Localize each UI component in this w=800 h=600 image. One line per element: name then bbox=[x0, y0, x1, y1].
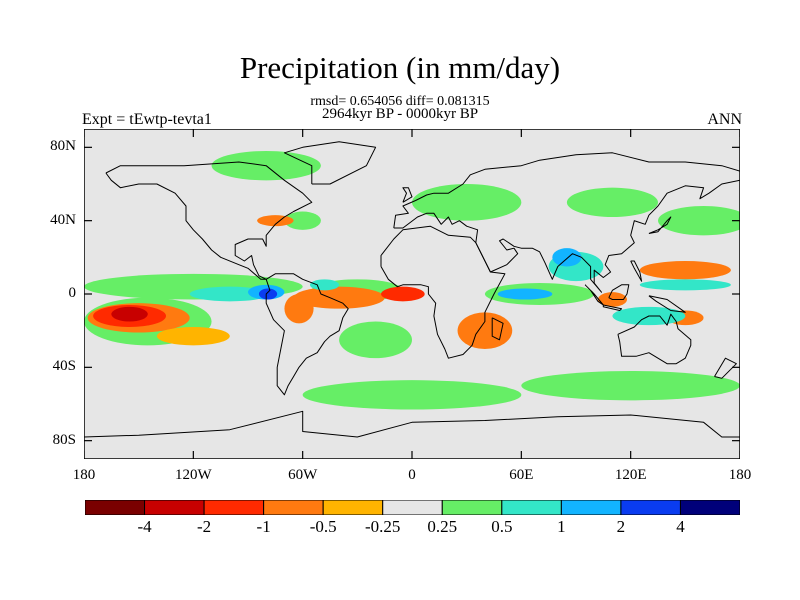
anomaly-region-7 bbox=[111, 306, 148, 322]
anomaly-region-20 bbox=[566, 187, 658, 217]
coastline-11 bbox=[648, 216, 672, 234]
x-tick-label: 120E bbox=[614, 467, 647, 483]
colorbar-label: 0.5 bbox=[491, 517, 513, 536]
y-tick-label: 0 bbox=[68, 285, 77, 301]
coastline-15 bbox=[714, 357, 737, 379]
colorbar-swatch bbox=[382, 500, 443, 515]
anomaly-region-3 bbox=[258, 288, 278, 300]
anomaly-region-32 bbox=[257, 215, 294, 227]
anomaly-region-21 bbox=[658, 206, 740, 236]
colorbar-swatch bbox=[144, 500, 205, 515]
x-tick-label: 180 bbox=[728, 467, 752, 483]
x-tick-label: 180 bbox=[72, 467, 96, 483]
colorbar-label: -2 bbox=[196, 517, 212, 536]
coastline-7 bbox=[608, 284, 630, 300]
colorbar-swatch bbox=[620, 500, 681, 515]
colorbar-label: -1 bbox=[256, 517, 271, 536]
anomaly-region-28 bbox=[302, 380, 522, 410]
colorbar-label: 0.25 bbox=[427, 517, 458, 536]
colorbar-label: -0.5 bbox=[309, 517, 337, 536]
anomaly-region-13 bbox=[309, 279, 340, 291]
colorbar-label: -4 bbox=[137, 517, 152, 536]
x-tick-label: 60W bbox=[288, 467, 318, 483]
colorbar-swatch bbox=[441, 500, 503, 515]
coastline-12 bbox=[491, 317, 504, 341]
colorbar-label: -0.25 bbox=[365, 517, 401, 536]
coastline-9 bbox=[648, 295, 686, 313]
coastline-4 bbox=[393, 179, 740, 293]
anomaly-region-16 bbox=[497, 288, 553, 300]
anomaly-region-27 bbox=[339, 321, 412, 359]
colorbar-swatch bbox=[560, 500, 622, 515]
x-tick-label: 120W bbox=[174, 467, 212, 483]
anomaly-region-11 bbox=[381, 286, 425, 302]
anomaly-region-10 bbox=[293, 286, 385, 309]
anomaly-region-12 bbox=[284, 294, 314, 324]
map-title: Precipitation (in mm/day) bbox=[239, 50, 561, 85]
colorbar-swatch bbox=[85, 500, 146, 515]
colorbar-swatch bbox=[203, 500, 265, 515]
anomaly-region-19 bbox=[412, 184, 522, 221]
colorbar-swatch bbox=[501, 500, 562, 515]
anomaly-region-18 bbox=[552, 248, 582, 267]
coastline-0 bbox=[105, 161, 313, 280]
colorbar-label: 2 bbox=[616, 517, 626, 536]
stats-line: rmsd= 0.654056 diff= 0.081315 bbox=[310, 94, 490, 109]
x-tick-label: 60E bbox=[509, 467, 534, 483]
coastline-10 bbox=[630, 260, 643, 282]
coastline-16 bbox=[84, 410, 740, 438]
coastline-6 bbox=[584, 284, 604, 306]
period-line: 2964kyr BP - 0000kyr BP bbox=[321, 106, 479, 122]
coastline-13 bbox=[402, 187, 413, 203]
colorbar-swatch bbox=[322, 500, 384, 515]
y-tick-label: 40N bbox=[50, 211, 76, 228]
coastline-2 bbox=[380, 225, 506, 359]
colorbar-swatch bbox=[679, 500, 740, 515]
experiment-label: Expt = tEwtp-tevta1 bbox=[82, 111, 212, 128]
y-tick-label: 80N bbox=[50, 138, 76, 155]
anomaly-region-29 bbox=[521, 371, 740, 401]
precipitation-map bbox=[84, 129, 740, 459]
season-label: ANN bbox=[707, 111, 742, 128]
coastline-14 bbox=[283, 141, 377, 185]
coastline-5 bbox=[617, 313, 692, 365]
anomaly-region-22 bbox=[639, 261, 731, 280]
colorbar-label: 4 bbox=[676, 517, 685, 536]
coastline-8 bbox=[602, 304, 623, 311]
x-tick-label: 0 bbox=[408, 467, 416, 483]
colorbar-label: 1 bbox=[557, 517, 566, 536]
coastline-3 bbox=[393, 152, 740, 229]
anomaly-region-31 bbox=[284, 211, 321, 230]
anomaly-region-8 bbox=[156, 327, 230, 346]
anomaly-region-23 bbox=[639, 279, 731, 291]
y-tick-label: 80S bbox=[52, 431, 76, 448]
coastline-1 bbox=[265, 273, 349, 396]
colorbar bbox=[85, 500, 740, 515]
colorbar-swatch bbox=[263, 500, 324, 515]
y-tick-label: 40S bbox=[52, 358, 76, 375]
